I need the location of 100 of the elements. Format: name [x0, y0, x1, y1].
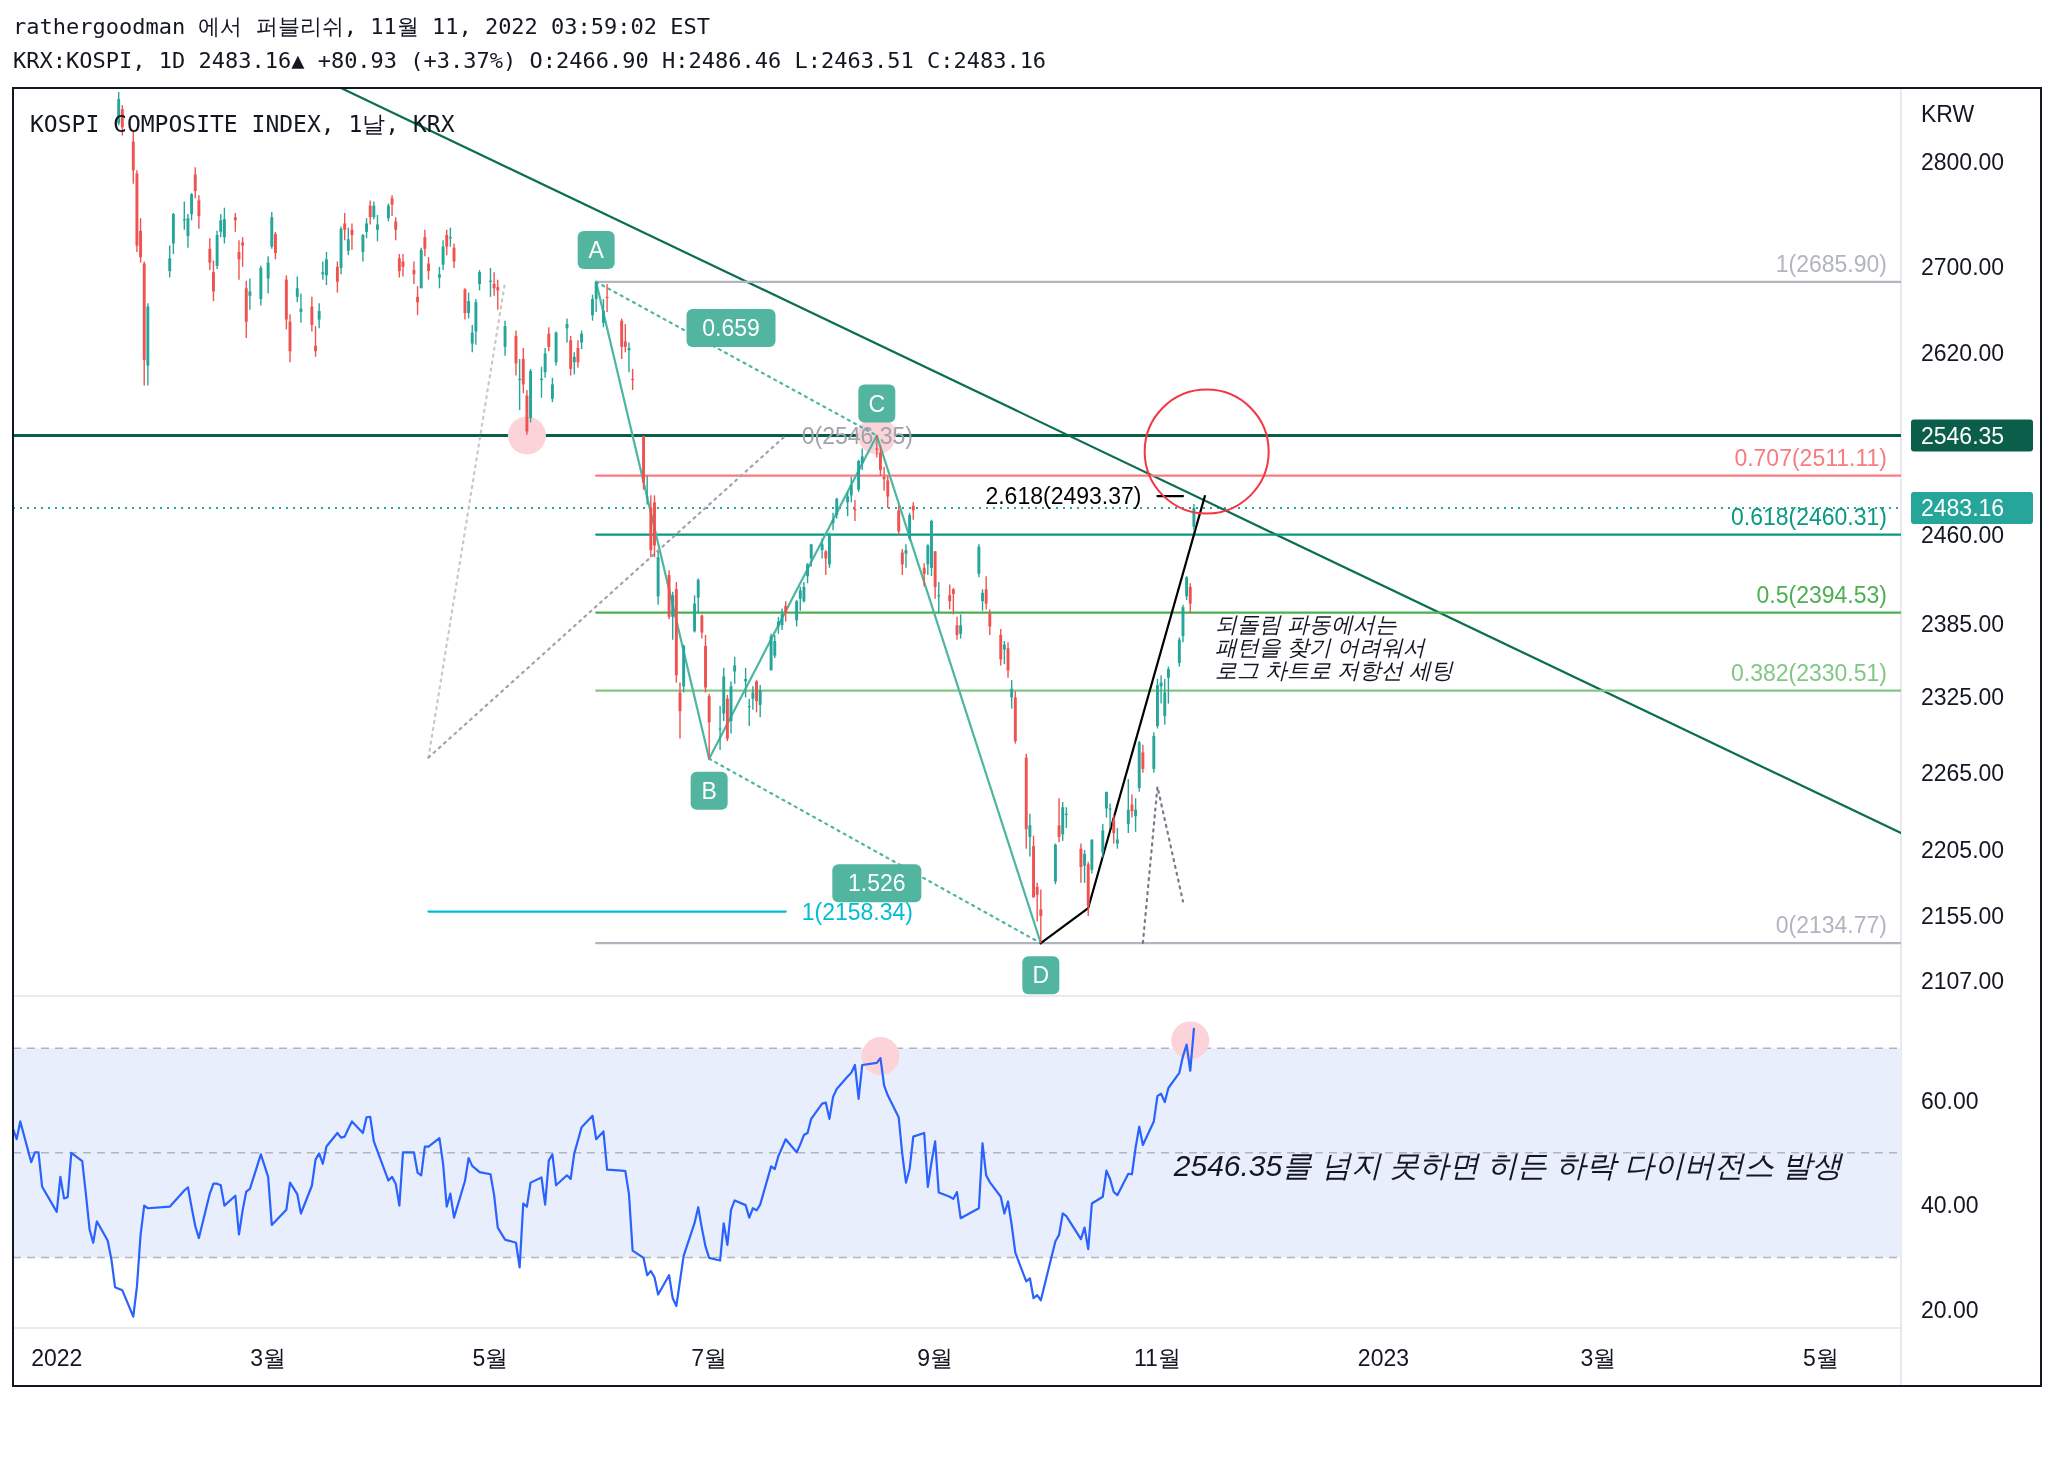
- candlestick: [631, 368, 635, 391]
- candlestick: [1002, 640, 1006, 665]
- candlestick: [755, 679, 758, 714]
- candlestick: [361, 233, 365, 263]
- annotation: D: [1032, 962, 1050, 989]
- candlestick: [984, 575, 988, 611]
- candlestick: [1134, 797, 1138, 833]
- candlestick: [208, 237, 212, 271]
- y-tick-label: 2325.00: [1921, 684, 2005, 711]
- y-tick-label: 2205.00: [1921, 837, 2005, 864]
- candlestick: [314, 325, 317, 358]
- candlestick: [572, 351, 576, 376]
- candlestick: [529, 368, 533, 424]
- candlestick: [376, 214, 379, 243]
- candlestick: [445, 229, 449, 256]
- candlestick: [1166, 665, 1170, 705]
- candlestick: [853, 499, 857, 522]
- candlestick: [645, 475, 649, 506]
- candlestick: [299, 292, 303, 324]
- candlestick: [233, 212, 237, 233]
- candlestick: [671, 590, 675, 641]
- series-label: 0.707(2511.11): [1734, 444, 1887, 471]
- candlestick: [591, 294, 594, 322]
- candlestick: [266, 255, 270, 295]
- y-tick-label: 2107.00: [1921, 967, 2005, 994]
- y-tick-label: 2620.00: [1921, 340, 2005, 367]
- candlestick: [397, 253, 401, 279]
- candlestick: [784, 600, 788, 623]
- candlestick: [368, 199, 372, 226]
- candlestick: [751, 685, 755, 711]
- candlestick: [1101, 823, 1105, 859]
- series-label: 2.618(2493.37): [985, 483, 1142, 510]
- candlestick: [343, 212, 347, 241]
- x-tick-label: 11월: [1134, 1345, 1181, 1371]
- y-tick-label: 60.00: [1921, 1087, 1979, 1114]
- candlestick: [594, 281, 598, 313]
- candlestick: [704, 634, 707, 694]
- candlestick: [1188, 582, 1192, 614]
- candlestick: [1083, 849, 1087, 884]
- candlestick: [795, 599, 799, 628]
- candlestick: [900, 548, 904, 576]
- y-tick-label: 20.00: [1921, 1296, 1979, 1323]
- candlestick: [580, 329, 584, 350]
- x-tick-label: 2022: [31, 1345, 83, 1371]
- candlestick: [937, 581, 941, 614]
- candlestick: [623, 323, 627, 354]
- ref-line-label: 2483.16: [1921, 494, 2005, 521]
- candlestick: [1163, 678, 1167, 726]
- candlestick: [190, 192, 194, 221]
- candlestick: [550, 377, 554, 403]
- candlestick: [605, 283, 609, 313]
- candlestick: [922, 562, 926, 588]
- chart-title: rathergoodman 에서 퍼블리쉬, 11월 11, 2022 03:59:02 EST: [13, 14, 711, 39]
- candlestick: [346, 226, 350, 256]
- candlestick: [820, 537, 824, 560]
- candlestick: [437, 266, 441, 289]
- candlestick: [441, 239, 445, 271]
- candlestick: [780, 607, 784, 631]
- candlestick: [897, 505, 901, 536]
- candlestick: [1185, 575, 1189, 601]
- annotation: 0.659: [702, 315, 760, 342]
- candlestick: [602, 298, 605, 328]
- x-tick-label: 9월: [917, 1345, 954, 1371]
- x-tick-label: 3월: [250, 1345, 287, 1371]
- candlestick: [653, 494, 656, 558]
- y-tick-label: 2460.00: [1921, 521, 2005, 548]
- candlestick: [416, 285, 420, 316]
- candlestick: [193, 166, 197, 200]
- candlestick: [212, 259, 215, 302]
- candlestick: [809, 543, 813, 568]
- candlestick: [849, 476, 853, 503]
- y-axis-title: KRW: [1921, 101, 1975, 127]
- candlestick: [1130, 793, 1134, 819]
- candlestick: [733, 656, 737, 685]
- y-tick-label: 2800.00: [1921, 149, 2005, 176]
- candlestick: [576, 339, 580, 369]
- candlestick: [317, 302, 321, 329]
- candlestick: [412, 260, 416, 285]
- annotation: B: [701, 777, 717, 804]
- candlestick: [642, 435, 646, 491]
- x-tick-label: 5월: [1802, 1345, 1839, 1371]
- series-label: 1(2158.34): [801, 898, 913, 925]
- ref-line-label: 2546.35: [1921, 422, 2005, 449]
- x-tick-label: 5월: [472, 1345, 509, 1371]
- y-tick-label: 40.00: [1921, 1192, 1979, 1219]
- candlestick: [540, 365, 543, 399]
- candlestick: [1156, 678, 1159, 730]
- candlestick: [248, 277, 252, 311]
- candlestick: [448, 226, 452, 248]
- candlestick: [696, 577, 700, 614]
- candlestick: [908, 512, 912, 542]
- y-tick-label: 2155.00: [1921, 903, 2005, 930]
- candlestick: [981, 588, 984, 612]
- candlestick: [197, 194, 201, 230]
- candlestick: [503, 319, 507, 357]
- series-label: 0.5(2394.53): [1756, 581, 1887, 608]
- candlestick: [518, 358, 522, 411]
- candlestick: [324, 251, 328, 286]
- candlestick: [489, 267, 492, 298]
- series-label: 0.618(2460.31): [1730, 503, 1887, 530]
